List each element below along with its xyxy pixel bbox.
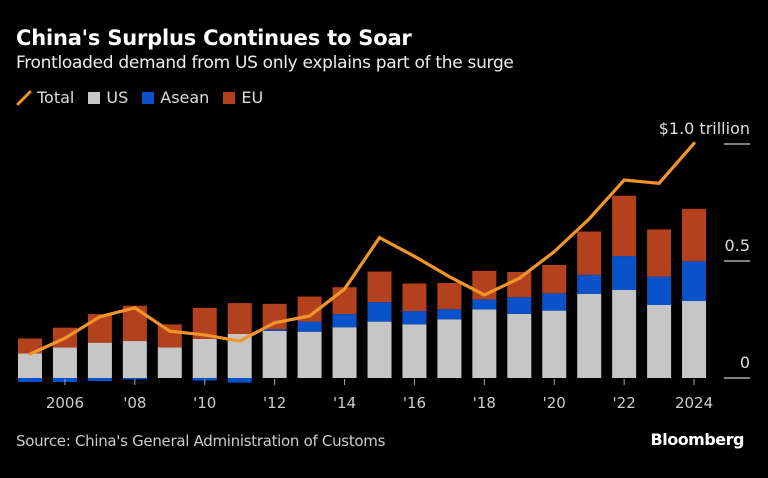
- bar-eu-2014: [332, 287, 357, 315]
- bar-us-2022: [612, 290, 637, 378]
- bar-us-2013: [297, 331, 322, 378]
- bar-eu-2019: [507, 271, 532, 298]
- x-tick-label: '10: [193, 394, 216, 412]
- bar-us-2008: [122, 341, 147, 378]
- x-tick-label: '08: [123, 394, 146, 412]
- swatch-icon: [88, 91, 101, 104]
- chart-subtitle: Frontloaded demand from US only explains…: [16, 53, 514, 73]
- bar-asean-2016: [402, 311, 427, 325]
- y-tick-label: $1.0 trillion: [659, 119, 750, 138]
- bar-us-2017: [437, 319, 462, 378]
- bar-us-2019: [507, 313, 532, 378]
- legend-label: Asean: [160, 88, 210, 107]
- bar-eu-2023: [647, 229, 672, 277]
- swatch-icon: [142, 91, 155, 104]
- legend-item-total: Total: [16, 88, 74, 107]
- legend-item-us: US: [88, 88, 128, 107]
- bar-asean-2008: [122, 378, 147, 380]
- bar-eu-2020: [542, 264, 567, 294]
- line-swatch-icon: [16, 90, 32, 105]
- legend-label: EU: [241, 88, 264, 107]
- bar-asean-2018: [472, 299, 497, 310]
- x-tick-label: '16: [403, 394, 426, 412]
- bar-us-2009: [157, 347, 182, 378]
- bar-asean-2023: [647, 276, 672, 305]
- bar-asean-2013: [297, 321, 322, 332]
- bar-asean-2021: [577, 274, 602, 294]
- x-tick-label: 2024: [675, 394, 713, 412]
- bar-us-2007: [87, 342, 112, 378]
- bar-asean-2007: [87, 378, 112, 382]
- bar-asean-2017: [437, 309, 462, 320]
- x-tick-label: '22: [613, 394, 636, 412]
- bar-us-2015: [367, 321, 392, 378]
- legend-label: Total: [37, 88, 75, 107]
- bar-asean-2011: [227, 378, 252, 383]
- bar-us-2023: [647, 304, 672, 378]
- x-tick-label: '12: [263, 394, 286, 412]
- legend-label: US: [106, 88, 129, 107]
- bar-asean-2019: [507, 297, 532, 314]
- bar-asean-2014: [332, 314, 357, 328]
- legend: Total US Asean EU: [16, 88, 277, 107]
- bar-us-2005: [18, 353, 42, 378]
- bar-eu-2024: [682, 208, 707, 262]
- bar-eu-2021: [577, 231, 602, 275]
- bar-eu-2011: [227, 303, 252, 335]
- legend-item-asean: Asean: [142, 88, 209, 107]
- bar-us-2016: [402, 324, 427, 378]
- bar-us-2010: [192, 338, 217, 378]
- bar-asean-2015: [367, 302, 392, 322]
- bar-asean-2012: [262, 329, 287, 331]
- legend-item-eu: EU: [223, 88, 263, 107]
- swatch-icon: [223, 91, 236, 104]
- bloomberg-logo: Bloomberg: [650, 430, 745, 449]
- y-tick-label: 0.5: [725, 236, 750, 255]
- bar-us-2012: [262, 330, 287, 378]
- x-tick-label: '14: [333, 394, 356, 412]
- total-line: [28, 141, 696, 356]
- y-tick-label: 0: [740, 353, 750, 372]
- bar-eu-2009: [157, 324, 182, 348]
- bar-eu-2012: [262, 303, 287, 330]
- bar-eu-2017: [437, 282, 462, 310]
- x-tick-label: '18: [473, 394, 496, 412]
- bar-asean-2005: [18, 378, 42, 382]
- bar-us-2020: [542, 310, 567, 378]
- bar-asean-2024: [682, 261, 707, 302]
- bar-us-2024: [682, 301, 707, 378]
- bar-eu-2015: [367, 271, 392, 303]
- x-tick-label: 2006: [46, 394, 84, 412]
- bar-us-2014: [332, 327, 357, 378]
- bar-asean-2022: [612, 256, 637, 291]
- bar-us-2006: [52, 347, 77, 378]
- x-tick-label: '20: [543, 394, 566, 412]
- bar-asean-2020: [542, 293, 567, 311]
- source-note: Source: China's General Administration o…: [16, 432, 386, 450]
- bar-us-2021: [577, 293, 602, 378]
- bar-eu-2016: [402, 283, 427, 312]
- bar-eu-2022: [612, 195, 637, 257]
- chart-title: China's Surplus Continues to Soar: [16, 26, 412, 50]
- bar-eu-2007: [87, 314, 112, 343]
- bar-us-2018: [472, 309, 497, 378]
